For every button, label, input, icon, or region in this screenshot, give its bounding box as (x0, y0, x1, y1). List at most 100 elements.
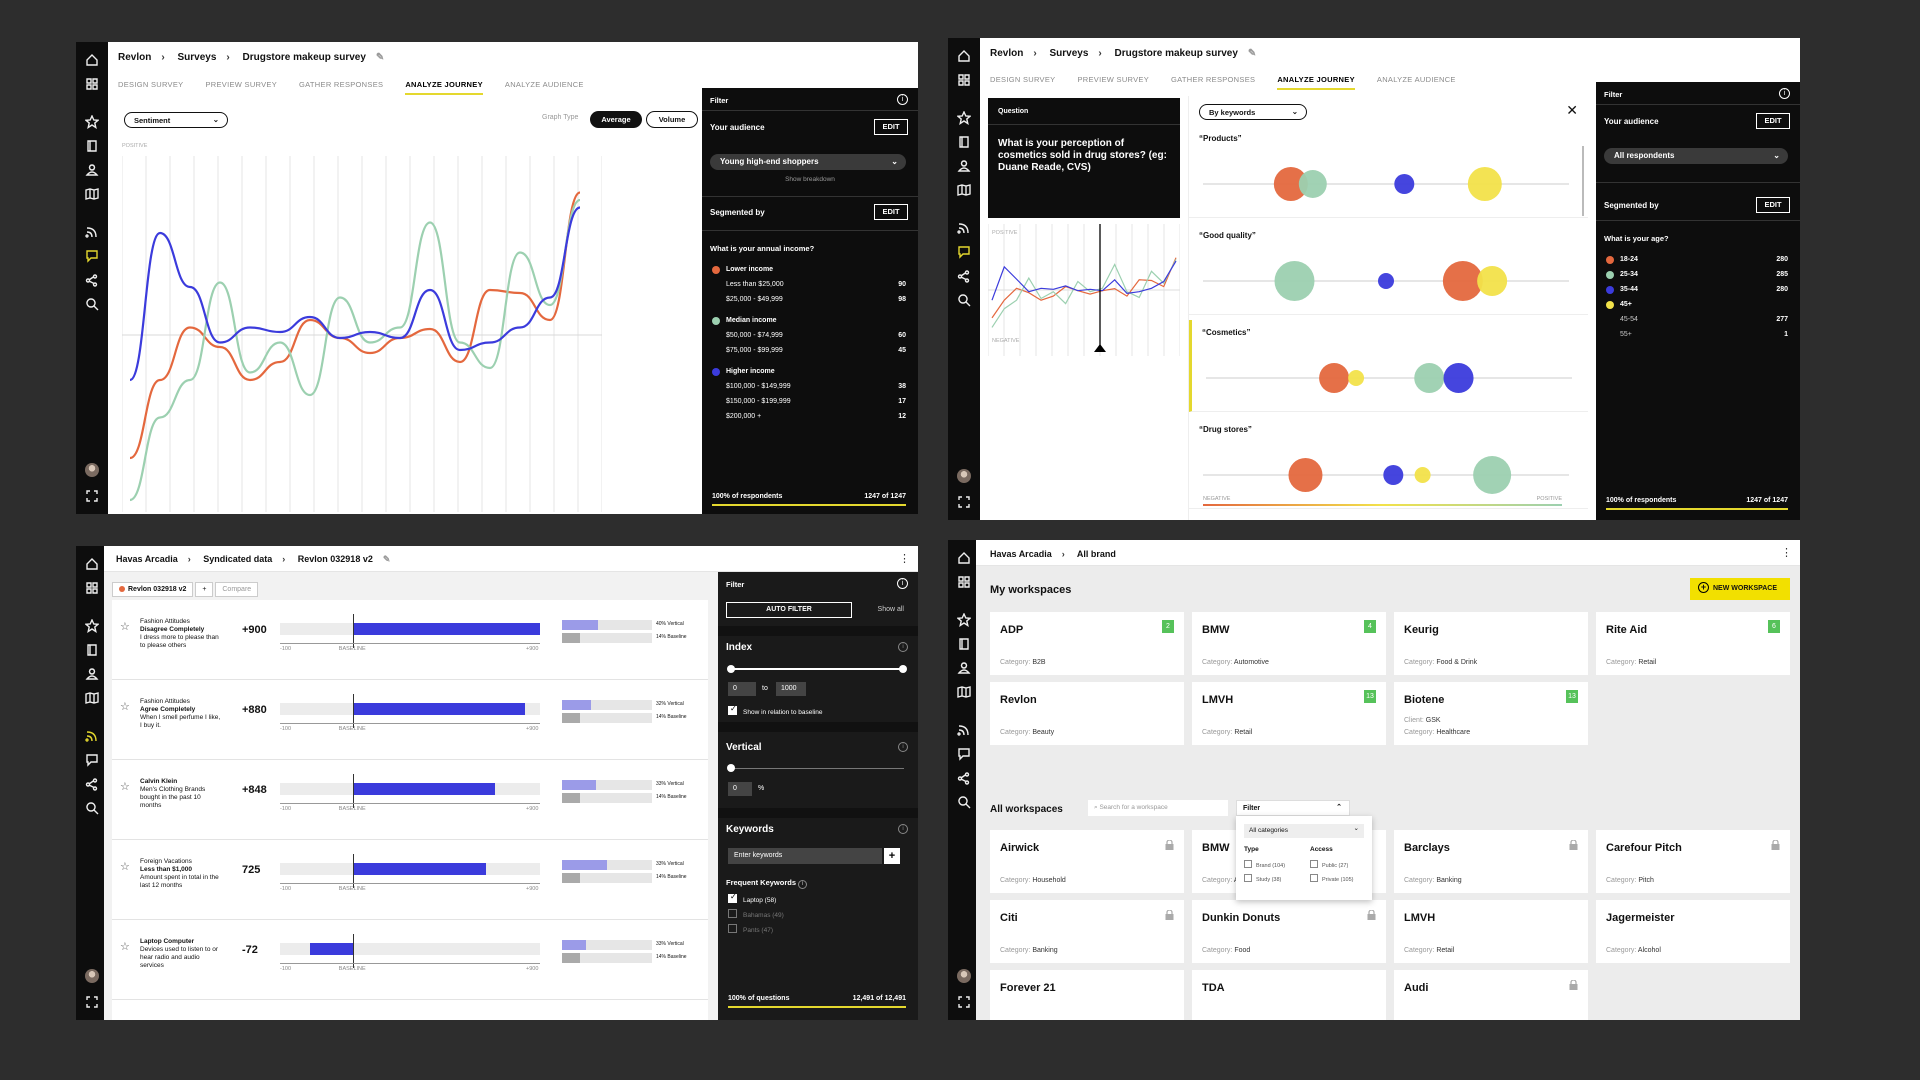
tab-preview[interactable]: PREVIEW SURVEY (1077, 75, 1150, 84)
workspace-card[interactable]: Jagermeister Category: Alcohol (1596, 900, 1790, 963)
avatar[interactable] (948, 966, 980, 986)
category-select[interactable]: All categories ⌄ (1244, 824, 1364, 838)
fullscreen-icon[interactable] (948, 492, 980, 512)
user-icon[interactable] (76, 664, 108, 684)
auto-filter-button[interactable]: AUTO FILTER (726, 602, 852, 618)
star-icon[interactable]: ☆ (120, 861, 130, 873)
share-icon[interactable] (948, 768, 980, 788)
keyword-bubble[interactable] (1378, 273, 1394, 289)
workspace-card[interactable]: Airwick Category: Household (990, 830, 1184, 893)
tab-design[interactable]: DESIGN SURVEY (118, 80, 184, 89)
keyword-bubble[interactable] (1319, 363, 1350, 393)
keyword-bubble[interactable] (1467, 167, 1502, 201)
workspace-card[interactable]: Revlon Category: Beauty (990, 682, 1184, 745)
graph-average-button[interactable]: Average (590, 111, 642, 128)
search-icon[interactable] (76, 294, 108, 314)
fullscreen-icon[interactable] (76, 992, 108, 1012)
user-icon[interactable] (948, 156, 980, 176)
edit-icon[interactable]: ✎ (382, 554, 391, 564)
crumb-revlon[interactable]: Revlon (118, 52, 152, 63)
index-bar[interactable] (310, 943, 353, 955)
slider-handle-min[interactable] (727, 665, 735, 673)
star-icon[interactable] (76, 112, 108, 132)
star-icon[interactable] (948, 108, 980, 128)
tab-design[interactable]: DESIGN SURVEY (990, 75, 1056, 84)
rss-icon[interactable] (76, 726, 108, 746)
map-icon[interactable] (76, 688, 108, 708)
crumb-revlon[interactable]: Revlon 032918 v2 (297, 554, 373, 564)
chat-icon[interactable] (948, 242, 980, 262)
rss-icon[interactable] (948, 218, 980, 238)
info-icon[interactable]: i (898, 642, 908, 652)
rss-icon[interactable] (76, 222, 108, 242)
workspace-card[interactable]: Dunkin Donuts Category: Food (1192, 900, 1386, 963)
keyword-row[interactable]: “Cosmetics” (1189, 320, 1588, 412)
checkbox[interactable] (1310, 874, 1318, 882)
audience-edit-button[interactable]: EDIT (874, 119, 908, 135)
workspace-card[interactable]: TDA (1192, 970, 1386, 1020)
workspace-card[interactable]: ADP 2 Category: B2B (990, 612, 1184, 675)
keyword-checkbox[interactable]: Bahamas (49) (728, 909, 784, 919)
rss-icon[interactable] (948, 720, 980, 740)
user-icon[interactable] (76, 160, 108, 180)
home-icon[interactable] (76, 50, 108, 70)
more-icon[interactable]: ⋮ (1781, 547, 1792, 559)
grid-icon[interactable] (948, 70, 980, 90)
star-icon[interactable] (948, 610, 980, 630)
crumb-survey[interactable]: Drugstore makeup survey (1114, 48, 1238, 59)
edit-icon[interactable]: ✎ (1247, 48, 1257, 59)
map-icon[interactable] (948, 180, 980, 200)
keyword-bubble[interactable] (1394, 174, 1415, 194)
user-icon[interactable] (948, 658, 980, 678)
keyword-row[interactable]: “Good quality” (1189, 223, 1588, 315)
chat-icon[interactable] (76, 750, 108, 770)
graph-volume-button[interactable]: Volume (646, 111, 698, 128)
info-icon[interactable]: i (1779, 88, 1790, 99)
add-tab-button[interactable]: + (195, 582, 214, 597)
home-icon[interactable] (76, 554, 108, 574)
slider-handle-max[interactable] (899, 665, 907, 673)
checkbox[interactable] (1310, 860, 1318, 868)
cursor-handle[interactable] (1094, 344, 1106, 352)
crumb-revlon[interactable]: Revlon (990, 48, 1024, 59)
brand-checkbox[interactable]: Brand (104) (1244, 860, 1285, 869)
star-icon[interactable]: ☆ (120, 941, 130, 953)
crumb-surveys[interactable]: Surveys (177, 52, 217, 63)
info-icon[interactable]: i (897, 94, 908, 105)
workspace-card[interactable]: Keurig Category: Food & Drink (1394, 612, 1588, 675)
workspace-card[interactable]: LMVH 13 Category: Retail (1192, 682, 1386, 745)
avatar[interactable] (76, 966, 108, 986)
keyword-row[interactable]: “Drug stores” (1189, 417, 1588, 509)
keyword-row[interactable]: “Products” (1189, 126, 1588, 218)
by-keywords-dropdown[interactable]: By keywords ⌄ (1199, 104, 1307, 120)
index-bar[interactable] (352, 863, 486, 875)
keyword-bubble[interactable] (1348, 370, 1365, 386)
star-icon[interactable]: ☆ (120, 781, 130, 793)
search-icon[interactable] (76, 798, 108, 818)
tab-analyze-audience[interactable]: ANALYZE AUDIENCE (1376, 75, 1456, 84)
keyword-bubble[interactable] (1274, 261, 1315, 301)
tab-revlon[interactable]: Revlon 032918 v2 (112, 582, 194, 597)
index-bar[interactable] (352, 783, 496, 795)
sentiment-dropdown[interactable]: Sentiment ⌄ (124, 112, 228, 128)
workspace-card[interactable]: LMVH Category: Retail (1394, 900, 1588, 963)
home-icon[interactable] (948, 548, 980, 568)
show-relation-checkbox[interactable]: ✓ Show in relation to baseline (728, 704, 823, 716)
avatar[interactable] (948, 466, 980, 486)
audience-edit-button[interactable]: EDIT (1756, 113, 1790, 129)
workspace-card[interactable]: Citi Category: Banking (990, 900, 1184, 963)
add-keyword-button[interactable]: + (884, 848, 900, 864)
edit-icon[interactable]: ✎ (375, 52, 385, 63)
keyword-bubble[interactable] (1273, 167, 1308, 201)
chat-icon[interactable] (948, 744, 980, 764)
scrollbar[interactable] (1582, 146, 1584, 216)
info-icon[interactable]: i (898, 742, 908, 752)
share-icon[interactable] (76, 270, 108, 290)
table-row[interactable]: ☆ Calvin Klein Men's Clothing Brands bough… (112, 760, 708, 840)
book-icon[interactable] (948, 634, 980, 654)
tab-preview[interactable]: PREVIEW SURVEY (205, 80, 278, 89)
tab-gather[interactable]: GATHER RESPONSES (1171, 75, 1256, 84)
star-icon[interactable]: ☆ (120, 621, 130, 633)
keyword-bubble[interactable] (1443, 363, 1474, 393)
study-checkbox[interactable]: Study (38) (1244, 874, 1281, 883)
